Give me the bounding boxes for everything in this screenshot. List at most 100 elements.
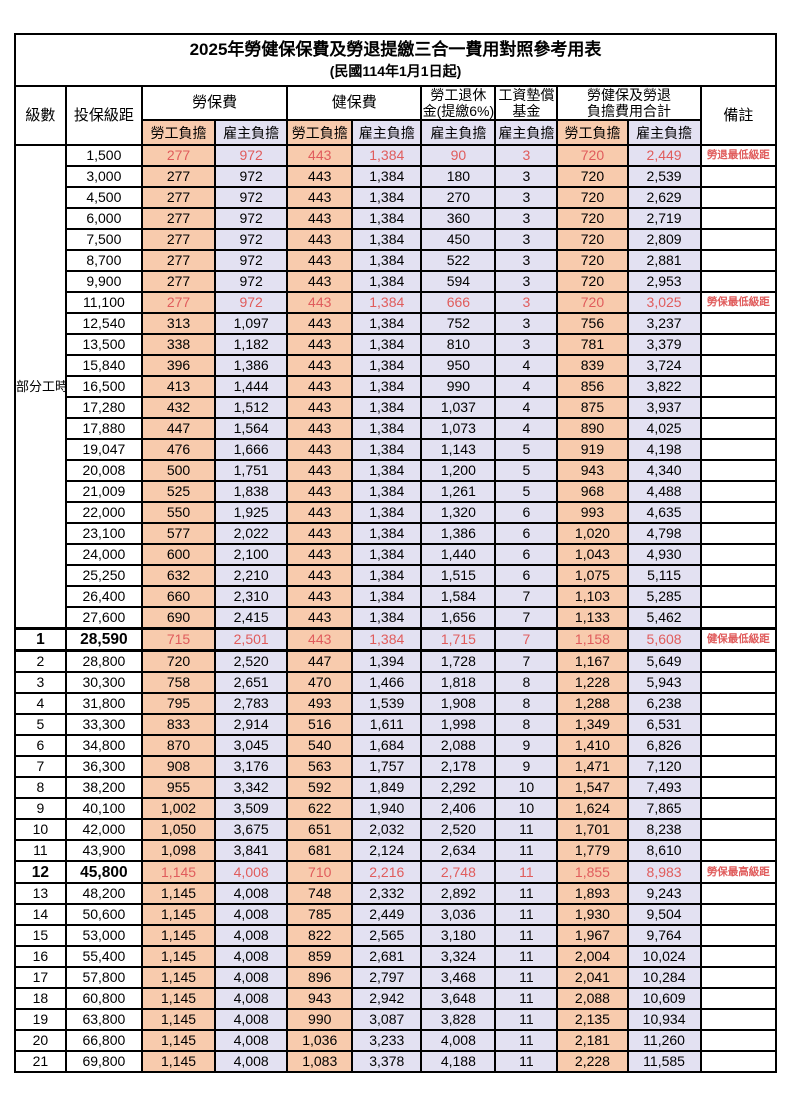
bracket-cell: 13,500 xyxy=(64,333,143,356)
wage-fund-cell: 3 xyxy=(494,165,559,188)
labor-ins-employer-cell: 1,444 xyxy=(214,375,289,398)
remark-cell xyxy=(699,522,778,545)
health-ins-employer-cell: 1,940 xyxy=(351,797,423,820)
table-row: 23,100 577 2,022 443 1,384 1,386 6 1,020 4,798 xyxy=(15,522,778,545)
bracket-cell: 1,500 xyxy=(64,144,143,167)
health-ins-employer-cell: 1,384 xyxy=(351,501,423,524)
bracket-cell: 38,200 xyxy=(64,776,143,799)
total-employee-cell: 968 xyxy=(556,480,629,503)
table-row: 15,840 396 1,386 443 1,384 950 4 839 3,724 xyxy=(15,354,778,377)
health-ins-employer-cell: 1,384 xyxy=(351,396,423,419)
labor-ins-employer-cell: 4,008 xyxy=(214,903,289,926)
table-row: 20 66,800 1,145 4,008 1,036 3,233 4,008 11 2,181… xyxy=(14,1029,778,1052)
health-ins-employer-cell: 1,384 xyxy=(351,354,423,377)
labor-ins-employer-cell: 4,008 xyxy=(214,987,289,1010)
health-ins-employee-cell: 443 xyxy=(286,564,354,587)
bracket-cell: 26,400 xyxy=(64,585,143,608)
labor-ins-employee-cell: 908 xyxy=(140,755,217,778)
total-employee-cell: 856 xyxy=(556,375,629,398)
bracket-cell: 4,500 xyxy=(64,186,143,209)
bracket-cell: 8,700 xyxy=(64,249,143,272)
total-employee-cell: 875 xyxy=(556,396,629,419)
wage-fund-cell: 11 xyxy=(494,860,559,884)
bracket-cell: 15,840 xyxy=(64,354,143,377)
pension-cell: 1,728 xyxy=(420,649,497,673)
remark-cell xyxy=(699,585,778,608)
health-ins-employee-cell: 710 xyxy=(286,860,354,884)
wage-fund-cell: 8 xyxy=(494,713,559,736)
title-block: 2025年勞健保保費及勞退提繳三合一費用對照參考用表 (民國114年1月1日起) xyxy=(14,33,777,87)
pension-cell: 3,828 xyxy=(420,1008,497,1031)
health-ins-employee-cell: 443 xyxy=(286,144,354,167)
labor-ins-employer-cell: 4,008 xyxy=(214,924,289,947)
health-ins-employer-cell: 1,384 xyxy=(351,606,423,630)
total-employer-cell: 5,462 xyxy=(626,606,702,630)
health-ins-employer-cell: 1,384 xyxy=(351,543,423,566)
wage-fund-cell: 11 xyxy=(494,882,559,905)
wage-fund-cell: 3 xyxy=(494,291,559,314)
remark-cell xyxy=(699,945,778,968)
total-employee-cell: 993 xyxy=(556,501,629,524)
total-employee-cell: 1,855 xyxy=(556,860,629,884)
table-row: 2 28,800 720 2,520 447 1,394 1,728 7 1,167 5,649 xyxy=(14,649,778,673)
wage-fund-cell: 4 xyxy=(494,417,559,440)
pension-cell: 1,818 xyxy=(420,671,497,694)
col-header-pension: 勞工退休 金(提繳6%) xyxy=(420,85,497,121)
pension-cell: 4,188 xyxy=(420,1050,497,1073)
health-ins-employee-cell: 443 xyxy=(286,417,354,440)
labor-ins-employer-cell: 1,386 xyxy=(214,354,289,377)
total-employer-cell: 3,237 xyxy=(626,312,702,335)
labor-ins-employer-cell: 4,008 xyxy=(214,860,289,884)
total-employer-cell: 2,449 xyxy=(626,144,702,167)
total-employee-cell: 2,004 xyxy=(556,945,629,968)
wage-fund-cell: 6 xyxy=(494,543,559,566)
health-ins-employer-cell: 2,032 xyxy=(351,818,423,841)
total-employer-cell: 10,284 xyxy=(626,966,702,989)
total-employee-cell: 720 xyxy=(556,249,629,272)
bracket-cell: 12,540 xyxy=(64,312,143,335)
remark-cell xyxy=(699,207,778,230)
pension-cell: 594 xyxy=(420,270,497,293)
labor-ins-employee-cell: 955 xyxy=(140,776,217,799)
total-employee-cell: 720 xyxy=(556,165,629,188)
labor-ins-employee-cell: 660 xyxy=(140,585,217,608)
pension-cell: 1,200 xyxy=(420,459,497,482)
bracket-cell: 34,800 xyxy=(64,734,143,757)
level-cell: 11 xyxy=(14,839,67,862)
bracket-cell: 21,009 xyxy=(64,480,143,503)
table-row: 20,008 500 1,751 443 1,384 1,200 5 943 4,340 xyxy=(15,459,778,482)
subheader-health-employer: 雇主負擔 xyxy=(351,119,423,146)
bracket-cell: 20,008 xyxy=(64,459,143,482)
pension-cell: 752 xyxy=(420,312,497,335)
wage-fund-cell: 8 xyxy=(494,692,559,715)
labor-ins-employee-cell: 870 xyxy=(140,734,217,757)
labor-ins-employer-cell: 4,008 xyxy=(214,882,289,905)
labor-ins-employee-cell: 277 xyxy=(140,249,217,272)
health-ins-employee-cell: 1,036 xyxy=(286,1029,354,1052)
health-ins-employer-cell: 1,384 xyxy=(351,627,423,652)
labor-ins-employee-cell: 277 xyxy=(140,207,217,230)
total-employee-cell: 2,135 xyxy=(556,1008,629,1031)
health-ins-employer-cell: 2,124 xyxy=(351,839,423,862)
health-ins-employer-cell: 1,757 xyxy=(351,755,423,778)
wage-fund-cell: 6 xyxy=(494,522,559,545)
table-row: 14 50,600 1,145 4,008 785 2,449 3,036 11 1,930 9,… xyxy=(14,903,778,926)
bracket-cell: 16,500 xyxy=(64,375,143,398)
labor-ins-employee-cell: 277 xyxy=(140,291,217,314)
bracket-cell: 17,280 xyxy=(64,396,143,419)
health-ins-employer-cell: 3,233 xyxy=(351,1029,423,1052)
pension-cell: 3,324 xyxy=(420,945,497,968)
table-row: 18 60,800 1,145 4,008 943 2,942 3,648 11 2,088 10… xyxy=(14,987,778,1010)
labor-ins-employee-cell: 396 xyxy=(140,354,217,377)
remark-cell xyxy=(699,1008,778,1031)
health-ins-employee-cell: 443 xyxy=(286,585,354,608)
table-row: 12,540 313 1,097 443 1,384 752 3 756 3,237 xyxy=(15,312,778,335)
remark-cell xyxy=(699,776,778,799)
health-ins-employee-cell: 443 xyxy=(286,165,354,188)
level-cell: 7 xyxy=(14,755,67,778)
remark-cell xyxy=(699,839,778,862)
pension-cell: 990 xyxy=(420,375,497,398)
bracket-cell: 69,800 xyxy=(64,1050,143,1073)
total-employer-cell: 7,493 xyxy=(626,776,702,799)
remark-cell xyxy=(699,270,778,293)
